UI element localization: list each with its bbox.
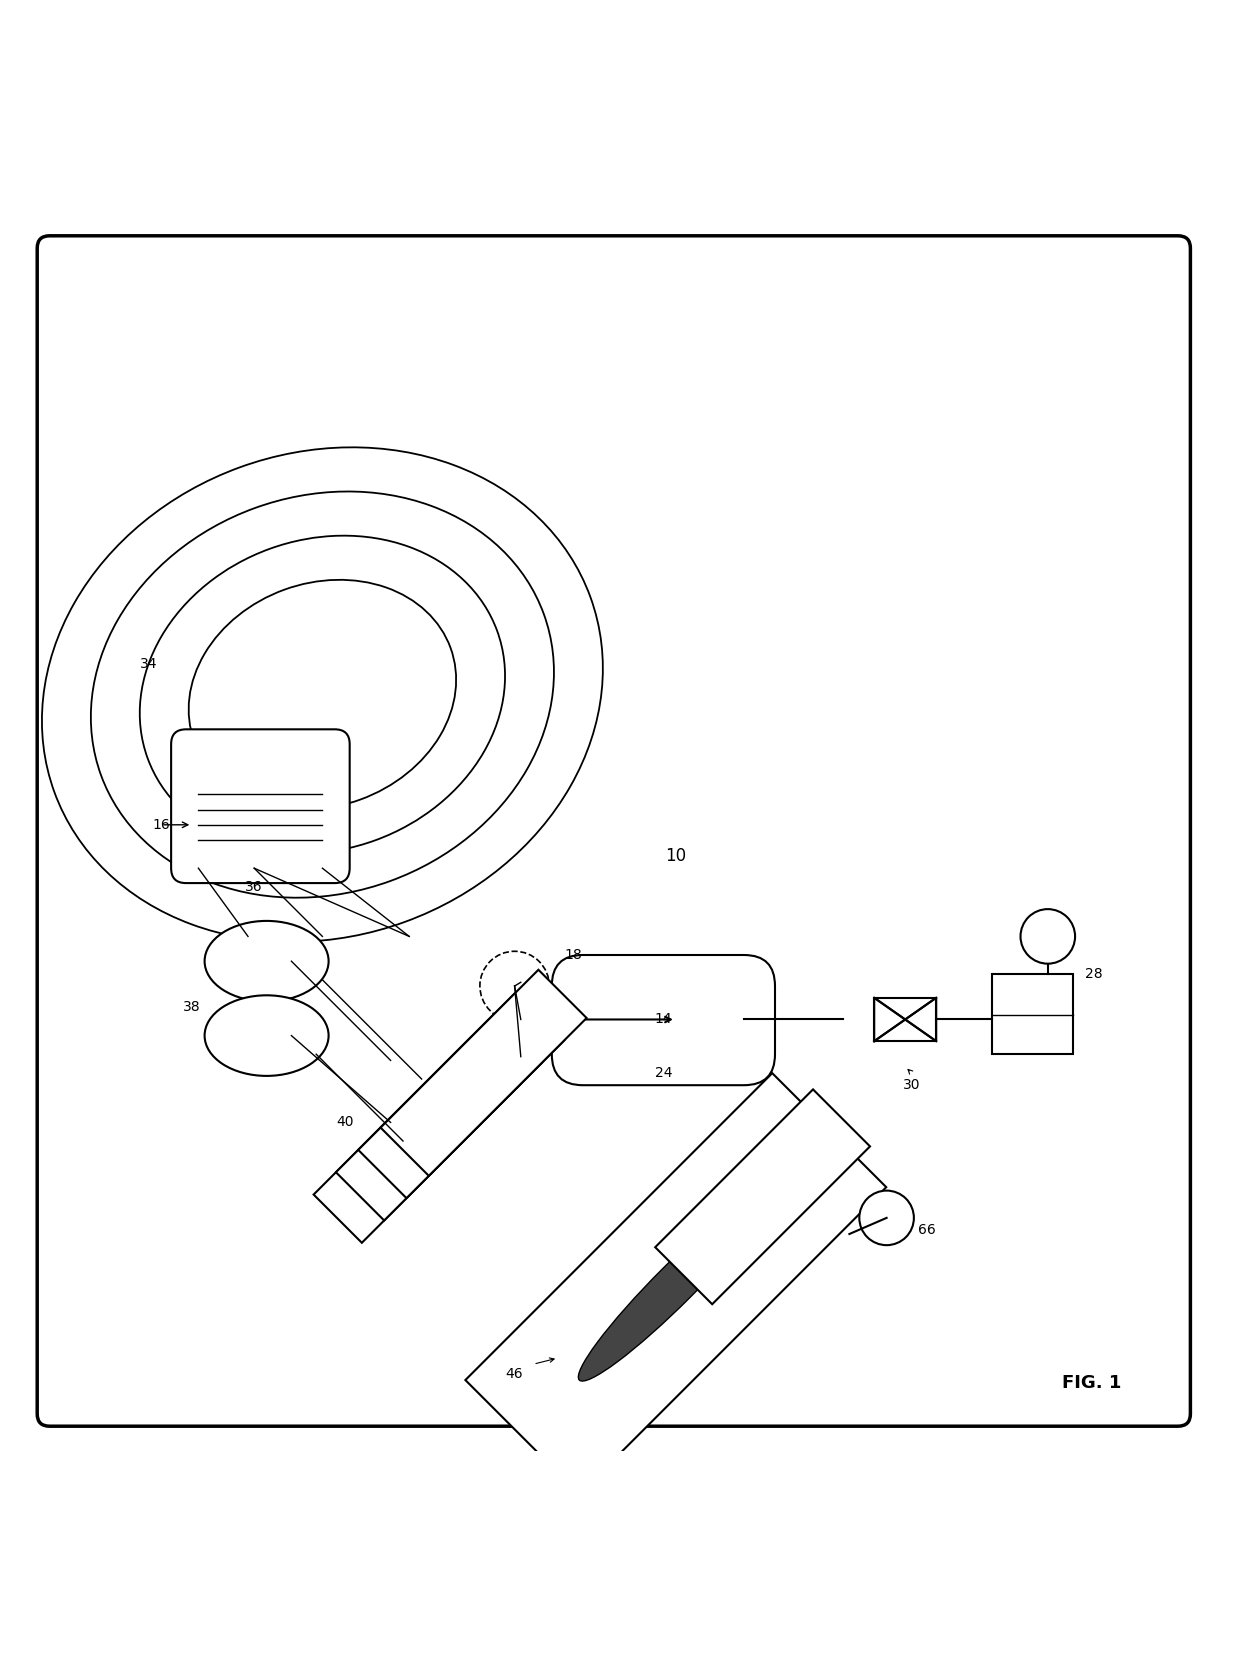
Ellipse shape	[205, 996, 329, 1075]
Text: FIG. 1: FIG. 1	[1061, 1374, 1121, 1391]
Text: 40: 40	[336, 1115, 353, 1130]
Polygon shape	[314, 1037, 520, 1243]
Text: 24: 24	[655, 1065, 672, 1080]
Text: 18: 18	[564, 947, 582, 962]
Polygon shape	[465, 1074, 887, 1494]
FancyBboxPatch shape	[552, 956, 775, 1085]
Text: 36: 36	[246, 879, 263, 894]
Text: 34: 34	[140, 656, 157, 670]
Text: 66: 66	[918, 1223, 935, 1237]
Ellipse shape	[578, 1187, 774, 1381]
Polygon shape	[655, 1089, 870, 1305]
Bar	[992, 974, 1073, 1054]
Polygon shape	[874, 997, 936, 1040]
Circle shape	[859, 1190, 914, 1245]
Circle shape	[1021, 909, 1075, 964]
Ellipse shape	[205, 921, 329, 1002]
Circle shape	[480, 951, 549, 1020]
Text: 46: 46	[506, 1368, 523, 1381]
Text: 10: 10	[665, 848, 687, 864]
Text: 30: 30	[903, 1079, 920, 1092]
Text: 28: 28	[1085, 967, 1102, 981]
Text: 16: 16	[153, 818, 170, 831]
FancyBboxPatch shape	[171, 730, 350, 883]
Polygon shape	[381, 969, 587, 1175]
Text: 14: 14	[655, 1012, 672, 1027]
FancyBboxPatch shape	[37, 236, 1190, 1426]
Polygon shape	[336, 1014, 542, 1220]
Text: 38: 38	[184, 1001, 201, 1014]
Polygon shape	[358, 992, 564, 1198]
